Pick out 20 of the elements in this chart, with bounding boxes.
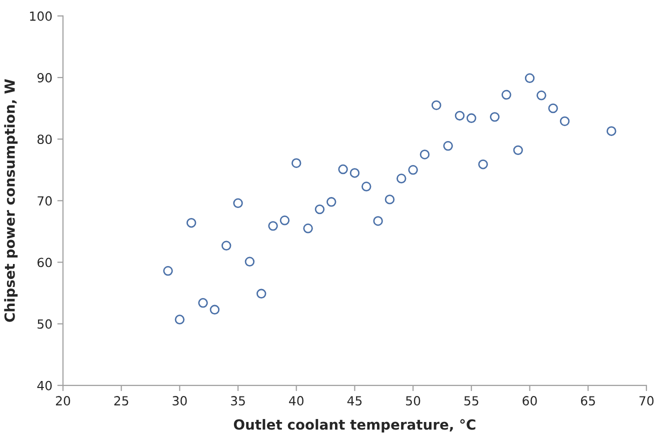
x-tick-label: 20 xyxy=(56,396,70,406)
y-tick-label: 60 xyxy=(38,258,52,268)
y-axis-title: Chipset power consumption, W xyxy=(4,79,18,322)
y-tick-label: 40 xyxy=(37,380,52,390)
x-tick-label: 30 xyxy=(172,396,187,406)
x-tick-label: 40 xyxy=(289,396,304,406)
y-tick-label: 100 xyxy=(30,11,52,21)
y-tick-label: 50 xyxy=(38,319,52,329)
x-tick-label: 45 xyxy=(347,396,362,406)
x-tick-label: 55 xyxy=(464,396,478,406)
y-tick-label: 70 xyxy=(38,196,52,206)
y-tick-label: 90 xyxy=(37,72,52,82)
x-tick-label: 50 xyxy=(406,396,420,406)
x-tick-label: 70 xyxy=(639,396,654,406)
x-tick-label: 60 xyxy=(522,396,537,406)
x-tick-label: 65 xyxy=(581,396,595,406)
x-tick-label: 35 xyxy=(231,396,245,406)
y-tick-label: 80 xyxy=(38,134,52,144)
x-tick-label: 25 xyxy=(114,396,128,406)
x-axis-title: Outlet coolant temperature, °C xyxy=(234,419,476,432)
